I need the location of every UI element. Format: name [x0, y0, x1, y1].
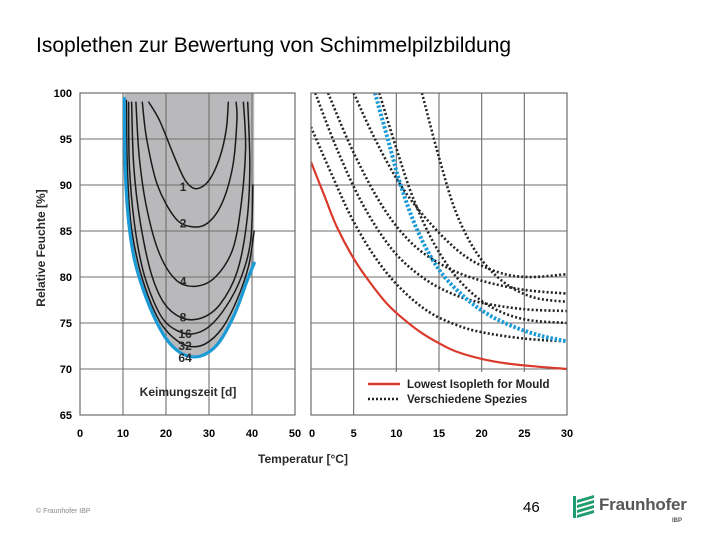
legend-background	[362, 372, 567, 415]
series-species-7	[373, 93, 567, 344]
left-xtick-20: 20	[160, 428, 172, 440]
left-xtick-40: 40	[246, 428, 258, 440]
footer-copyright: © Fraunhofer IBP	[36, 508, 91, 515]
page-number: 46	[523, 499, 540, 516]
fraunhofer-logo-text: Fraunhofer	[599, 495, 687, 514]
isopleth-1	[148, 101, 230, 190]
slide-title: Isoplethen zur Bewertung von Schimmelpil…	[36, 34, 512, 57]
isopleth-8	[130, 101, 251, 321]
contour-label-8: 8	[180, 310, 187, 324]
left-ytick-80: 80	[60, 272, 72, 284]
series-verschiedene-spezies	[311, 126, 567, 343]
isopleth-boundary-64	[122, 96, 256, 359]
left-plot-content	[80, 93, 295, 415]
isopleth-16	[127, 101, 254, 335]
left-xtick-0: 0	[77, 428, 83, 440]
left-ytick-85: 85	[60, 226, 72, 238]
right-xtick-20: 20	[476, 428, 488, 440]
left-xtick-30: 30	[203, 428, 215, 440]
fraunhofer-logo-subtext: IBP	[672, 518, 683, 524]
series-species-4	[352, 93, 567, 279]
right-xtick-5: 5	[351, 428, 357, 440]
right-xtick-15: 15	[433, 428, 445, 440]
left-xtick-50: 50	[289, 428, 301, 440]
left-ytick-100: 100	[54, 88, 72, 100]
left-ytick-90: 90	[60, 180, 72, 192]
right-xtick-25: 25	[518, 428, 530, 440]
left-xtick-10: 10	[117, 428, 129, 440]
legend-label: Lowest Isopleth for Mould	[407, 379, 549, 391]
right-xtick-10: 10	[390, 428, 402, 440]
contour-label-32: 32	[178, 339, 192, 353]
left-plot-frame	[79, 92, 296, 416]
left-ytick-75: 75	[60, 318, 72, 330]
series-species-5	[378, 93, 567, 325]
left-ylabel: Relative Feuchte [%]	[34, 189, 48, 306]
series-species-3	[326, 93, 567, 295]
left-ytick-70: 70	[60, 364, 72, 376]
fraunhofer-logo: Fraunhofer IBP	[572, 494, 696, 530]
left-ytick-65: 65	[60, 410, 72, 422]
series-species-2	[314, 93, 567, 313]
legend-label: Verschiedene Spezies	[407, 394, 527, 406]
isopleth-32	[125, 99, 255, 348]
contour-label-2: 2	[180, 217, 187, 231]
left-ytick-95: 95	[60, 134, 72, 146]
contour-label-4: 4	[180, 275, 187, 289]
contour-label-1: 1	[180, 180, 187, 194]
contour-label-16: 16	[178, 327, 192, 341]
right-plot-content	[311, 93, 567, 415]
contour-label-64: 64	[178, 351, 192, 365]
left-xlabel: Keimungszeit [d]	[140, 385, 237, 399]
isopleth-2	[141, 101, 238, 228]
right-xtick-0: 0	[309, 428, 315, 440]
fraunhofer-logo-icon	[573, 495, 594, 518]
series-lowest-isopleth-for-mould	[311, 161, 567, 371]
right-plot-frame	[310, 92, 568, 416]
right-xtick-30: 30	[561, 428, 573, 440]
right-panel: Lowest Isopleth for Mould Verschiedene Sp…	[258, 92, 573, 466]
right-xlabel: Temperatur [°C]	[258, 452, 348, 466]
isopleth-4	[135, 101, 247, 288]
